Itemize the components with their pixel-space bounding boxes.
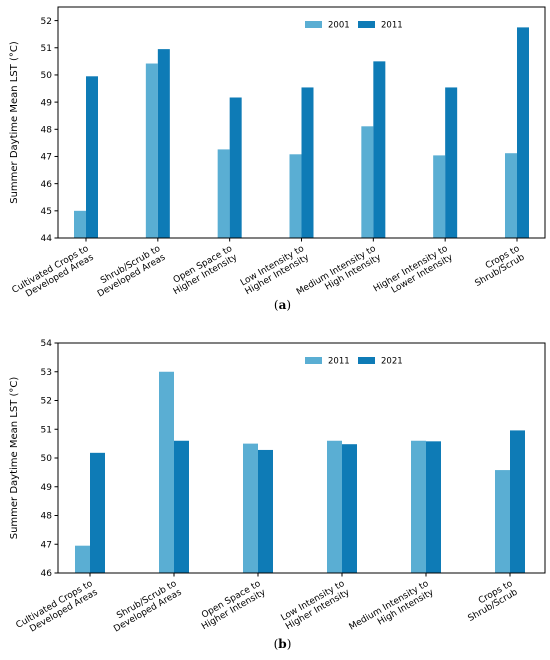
bar-a-2011-3 bbox=[229, 97, 242, 238]
chart-panel-b: 46 47 48 49 50 51 52 53 54 Summer Daytime Mean LS… bbox=[9, 339, 546, 651]
y-tick-label: 52 bbox=[41, 17, 52, 27]
y-tick-label: 44 bbox=[41, 234, 53, 244]
x-tick-label: Medium Intensity toHigh Intensity bbox=[348, 579, 436, 642]
x-tick-label: Higher Intensity toLower Intensity bbox=[372, 244, 455, 304]
bar-a-2011-2 bbox=[157, 49, 170, 238]
bar-a-2011-6 bbox=[445, 87, 458, 238]
y-tick-label: 50 bbox=[41, 71, 53, 81]
bar-b-2021-3 bbox=[258, 449, 273, 573]
legend-swatch-2001 bbox=[305, 21, 322, 28]
bar-b-2021-5 bbox=[426, 441, 441, 573]
y-tick-label: 49 bbox=[41, 483, 53, 493]
y-tick-label: 51 bbox=[41, 44, 52, 54]
bar-b-2011-6 bbox=[495, 470, 510, 573]
bar-a-2011-5 bbox=[373, 61, 386, 239]
bar-b-2021-2 bbox=[174, 440, 189, 573]
bar-b-2011-1 bbox=[75, 545, 90, 573]
x-tick-label: Crops toShrub/Scrub bbox=[462, 579, 520, 624]
legend-label-2021: 2021 bbox=[381, 357, 403, 367]
legend: 2001 2011 bbox=[305, 21, 403, 31]
y-tick-label: 52 bbox=[41, 397, 52, 407]
legend: 2011 2021 bbox=[305, 357, 403, 367]
x-tick-label: Shrub/Scrub toDeveloped Areas bbox=[91, 244, 168, 300]
x-tick-label: Open Space toHigher Intensity bbox=[167, 244, 240, 298]
y-tick-label: 45 bbox=[41, 207, 52, 217]
bar-b-2021-1 bbox=[90, 452, 105, 573]
bar-a-2001-3 bbox=[217, 149, 230, 238]
chart-panel-a: 44 45 46 47 48 49 50 51 52 Summer Daytime Mean LS… bbox=[9, 6, 546, 312]
legend-swatch-2021 bbox=[358, 357, 375, 364]
x-tick-label: Medium Intensity toHigh Intensity bbox=[295, 244, 383, 307]
bar-a-2011-4 bbox=[301, 87, 314, 238]
y-tick-label: 53 bbox=[41, 368, 52, 378]
y-axis-label: Summer Daytime Mean LST (°C) bbox=[9, 41, 20, 204]
bar-a-2011-7 bbox=[517, 27, 529, 238]
bar-a-2001-6 bbox=[433, 155, 446, 238]
y-tick-label: 48 bbox=[41, 512, 53, 522]
bar-a-2001-4 bbox=[289, 154, 302, 238]
bar-b-2011-2 bbox=[159, 371, 174, 573]
bar-b-2021-6 bbox=[510, 430, 525, 573]
x-tick-label: Crops toShrub/Scrub bbox=[469, 244, 527, 289]
legend-label-2001: 2001 bbox=[328, 21, 350, 31]
bar-a-2011-1 bbox=[86, 76, 98, 238]
bar-a-2001-5 bbox=[361, 126, 374, 238]
y-tick-label: 46 bbox=[41, 180, 53, 190]
x-tick-label: Open Space toHigher Intensity bbox=[195, 579, 268, 633]
y-tick-label: 46 bbox=[41, 569, 53, 579]
y-tick-label: 49 bbox=[41, 98, 53, 108]
bar-b-2021-4 bbox=[342, 444, 357, 573]
panel-label: (b) bbox=[274, 637, 292, 651]
y-tick-label: 51 bbox=[41, 425, 52, 435]
y-tick-label: 47 bbox=[41, 153, 52, 163]
legend-label-2011: 2011 bbox=[328, 357, 350, 367]
x-tick-label: Cultivated Crops toDeveloped Areas bbox=[11, 244, 96, 305]
legend-label-2011: 2011 bbox=[381, 21, 403, 31]
legend-swatch-2011 bbox=[305, 357, 322, 364]
plot-area-frame bbox=[57, 342, 546, 574]
panel-label: (a) bbox=[274, 298, 291, 312]
y-axis-label: Summer Daytime Mean LST (°C) bbox=[9, 377, 20, 540]
y-tick-label: 47 bbox=[41, 540, 52, 550]
y-tick-label: 50 bbox=[41, 454, 53, 464]
x-tick-label: Low Intensity toHigher Intensity bbox=[279, 579, 352, 633]
x-tick-label: Shrub/Scrub toDeveloped Areas bbox=[107, 579, 184, 635]
bar-b-2011-4 bbox=[327, 440, 342, 573]
y-tick-label: 54 bbox=[41, 339, 53, 349]
bar-a-2001-7 bbox=[505, 153, 517, 238]
x-tick-label: Cultivated Crops toDeveloped Areas bbox=[15, 579, 100, 640]
bar-b-2011-5 bbox=[411, 440, 426, 573]
bar-a-2001-1 bbox=[74, 210, 86, 238]
bar-a-2001-2 bbox=[145, 63, 158, 239]
bar-b-2011-3 bbox=[243, 443, 258, 573]
legend-swatch-2011 bbox=[358, 21, 375, 28]
y-tick-label: 48 bbox=[41, 125, 53, 135]
